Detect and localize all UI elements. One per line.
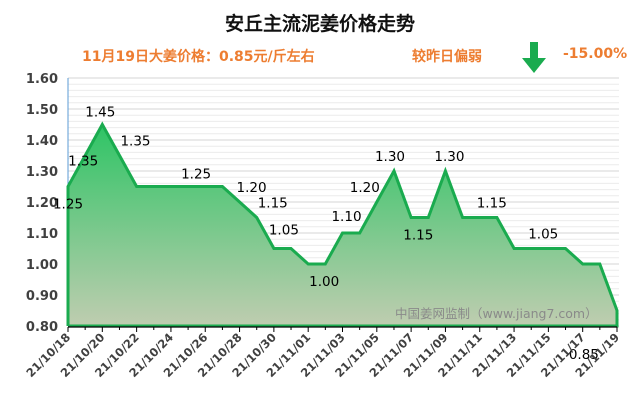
data-label: 1.05: [528, 227, 558, 243]
y-tick-label: 1.10: [26, 227, 58, 242]
chart-title: 安丘主流泥姜价格走势: [224, 13, 415, 35]
compare-note: 较昨日偏弱: [412, 49, 482, 65]
data-label: 1.10: [331, 209, 361, 225]
data-label: 1.00: [309, 274, 339, 290]
y-tick-label: 0.80: [26, 320, 58, 335]
y-tick-label: 1.40: [26, 134, 58, 149]
data-label: 1.05: [269, 223, 299, 239]
data-label: 1.35: [120, 134, 150, 150]
y-tick-label: 1.20: [26, 196, 58, 211]
data-label: 1.30: [375, 149, 405, 165]
price-line: [66, 121, 619, 328]
data-label: 1.20: [350, 180, 380, 196]
data-labels: 1.251.351.451.351.251.201.151.051.001.10…: [53, 105, 599, 364]
watermark: 中国姜网监制（www.jiang7.com）: [395, 306, 598, 321]
data-label: 1.15: [258, 196, 288, 212]
data-label: 0.85: [569, 347, 599, 363]
price-area: [68, 124, 617, 326]
y-tick-label: 1.00: [26, 258, 58, 273]
data-label: 1.25: [53, 197, 83, 213]
y-tick-label: 1.30: [26, 165, 58, 180]
data-label: 1.15: [477, 196, 507, 212]
data-label: 1.30: [434, 149, 464, 165]
data-label: 1.20: [237, 180, 267, 196]
data-label: 1.35: [68, 154, 98, 170]
data-label: 1.25: [181, 167, 211, 183]
price-note: 11月19日大姜价格：0.85元/斤左右: [82, 49, 315, 65]
change-percent: -15.00%: [563, 46, 628, 62]
down-arrow-icon: [522, 42, 546, 78]
data-label: 1.15: [403, 228, 433, 244]
x-axis: 21/10/1821/10/2021/10/2221/10/2421/10/26…: [23, 326, 622, 380]
data-label: 1.45: [85, 105, 115, 121]
y-tick-label: 1.50: [26, 103, 58, 118]
y-tick-label: 1.60: [26, 72, 58, 87]
y-tick-label: 0.90: [26, 289, 58, 304]
